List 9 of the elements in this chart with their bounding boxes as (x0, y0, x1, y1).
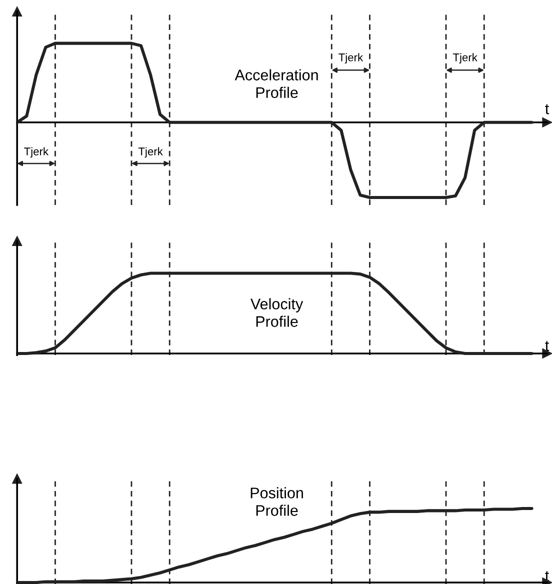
annotation: Velocity Profile (250, 298, 304, 327)
annotation: Tjerk (338, 53, 364, 64)
x-axis-title: t (545, 340, 550, 351)
annotation: Tjerk (452, 53, 478, 64)
annotation: Position Profile (250, 487, 303, 516)
annotation: Acceleration Profile (234, 69, 318, 98)
annotation: Tjerk (24, 147, 49, 158)
x-axis-title: t (545, 104, 550, 114)
annotation: Tjerk (138, 147, 163, 158)
